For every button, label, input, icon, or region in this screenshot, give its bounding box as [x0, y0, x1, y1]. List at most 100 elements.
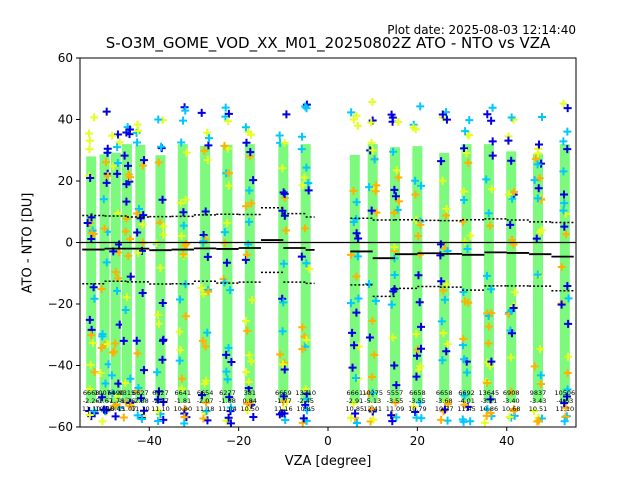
- data-point: [389, 287, 398, 296]
- data-point: [279, 392, 288, 401]
- data-point: [509, 407, 518, 416]
- data-point: [282, 110, 291, 119]
- data-point: [159, 335, 168, 344]
- data-point: [279, 188, 288, 197]
- bin-stat-label: 11.18: [196, 405, 215, 413]
- data-point: [459, 187, 468, 196]
- x-tick-label: 40: [499, 434, 514, 448]
- bin-stat-label: -1.67: [96, 397, 113, 405]
- data-point: [557, 300, 566, 309]
- scatter-column: [175, 103, 191, 428]
- data-point: [223, 218, 232, 227]
- dense-band: [300, 144, 311, 403]
- data-point: [102, 158, 111, 167]
- data-point: [368, 316, 377, 325]
- data-point: [98, 332, 107, 341]
- data-point: [103, 171, 112, 180]
- bin-stat-label: -2.26: [83, 397, 100, 405]
- bin-stat-label: -2.38: [132, 397, 149, 405]
- data-point: [560, 399, 569, 408]
- bin-stat-label: -3.68: [436, 397, 453, 405]
- data-point: [102, 258, 111, 267]
- data-point: [201, 207, 210, 216]
- data-point: [108, 389, 117, 398]
- data-point: [370, 155, 379, 164]
- data-point: [482, 175, 491, 184]
- data-point: [226, 403, 235, 412]
- data-point: [245, 399, 254, 408]
- data-point: [534, 184, 543, 193]
- data-point: [87, 331, 96, 340]
- data-point: [444, 400, 453, 409]
- data-point: [460, 400, 469, 409]
- data-point: [158, 355, 167, 364]
- x-tick-label: −40: [137, 434, 162, 448]
- bin-stat-label: -4.01: [458, 397, 475, 405]
- bin-stat-label: -2.91: [346, 397, 363, 405]
- data-point: [159, 222, 168, 231]
- data-point: [203, 328, 212, 337]
- data-point: [178, 374, 187, 383]
- scatter-column: [152, 115, 168, 426]
- data-point: [241, 123, 250, 132]
- data-point: [180, 419, 189, 428]
- data-point: [276, 350, 285, 359]
- data-point: [176, 345, 185, 354]
- scatter-column: [365, 98, 381, 426]
- data-point: [487, 309, 496, 318]
- data-point: [564, 352, 573, 361]
- bin-stat-label: 10.45: [106, 405, 125, 413]
- data-point: [368, 388, 377, 397]
- dense-band: [367, 144, 378, 403]
- data-point: [534, 140, 543, 149]
- scatter-column: [409, 102, 426, 423]
- data-point: [436, 251, 445, 260]
- data-point: [392, 166, 401, 175]
- data-point: [485, 221, 494, 230]
- bin-stat-label: 6654: [197, 389, 214, 397]
- bin-stat-label: 11.45: [457, 405, 476, 413]
- data-point: [465, 116, 474, 125]
- data-point: [417, 414, 426, 423]
- data-point: [125, 234, 134, 243]
- data-point: [438, 176, 447, 185]
- scatter-column: [458, 116, 475, 426]
- bin-stat-label: -3.43: [530, 397, 547, 405]
- data-point: [134, 204, 143, 213]
- data-point: [245, 351, 254, 360]
- data-point: [159, 415, 168, 424]
- bin-stat-label: 12.41: [363, 405, 382, 413]
- data-point: [504, 136, 513, 145]
- data-point: [98, 393, 107, 402]
- data-point: [442, 115, 451, 124]
- data-point: [115, 138, 124, 147]
- data-point: [388, 333, 397, 342]
- data-point: [411, 176, 420, 185]
- data-point: [222, 367, 231, 376]
- data-point: [102, 178, 111, 187]
- data-point: [134, 248, 143, 257]
- data-point: [298, 181, 307, 190]
- data-point: [201, 342, 210, 351]
- data-point: [533, 160, 542, 169]
- data-point: [243, 326, 252, 335]
- data-point: [124, 161, 132, 170]
- bin-stat-label: 11.10: [82, 405, 101, 413]
- data-point: [85, 145, 94, 154]
- dense-band: [99, 154, 110, 403]
- data-point: [122, 293, 131, 302]
- bin-stat-label: -1.77: [275, 397, 292, 405]
- data-point: [440, 295, 449, 304]
- data-point: [438, 356, 447, 365]
- data-point: [365, 333, 374, 342]
- data-point: [242, 250, 251, 259]
- data-point: [132, 336, 141, 345]
- data-point: [352, 308, 361, 317]
- data-point: [530, 176, 539, 185]
- data-point: [354, 294, 363, 303]
- data-point: [86, 174, 95, 183]
- bin-stat-label: -5.13: [364, 397, 381, 405]
- data-point: [175, 327, 184, 336]
- data-point: [199, 237, 208, 246]
